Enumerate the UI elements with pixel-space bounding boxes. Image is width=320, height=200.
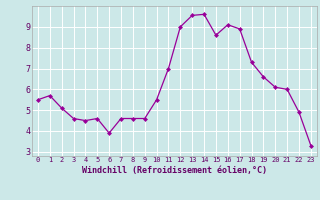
X-axis label: Windchill (Refroidissement éolien,°C): Windchill (Refroidissement éolien,°C) <box>82 166 267 175</box>
